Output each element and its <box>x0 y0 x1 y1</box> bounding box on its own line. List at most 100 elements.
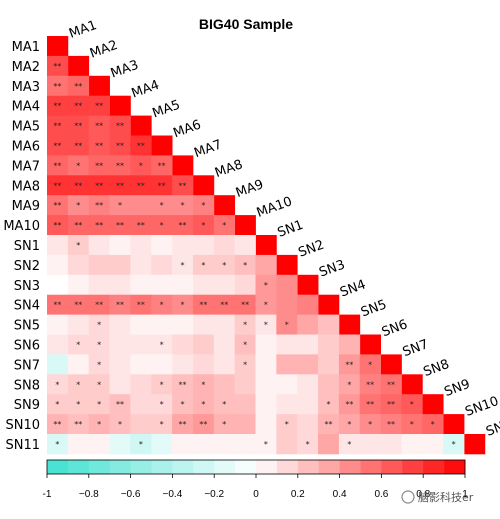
significance-mark: * <box>181 261 185 270</box>
heatmap-cell <box>213 374 236 395</box>
row-label: SN2 <box>14 259 40 274</box>
colorbar-segment <box>444 460 466 474</box>
significance-mark: ** <box>179 181 187 190</box>
heatmap-cell-diagonal <box>297 274 319 296</box>
colorbar-tick-label: 0.6 <box>374 489 388 500</box>
row-labels: MA1 MA2 MA3 MA4 MA5 MA6 MA7 MA8 MA9 MA10 SN1 SN2 SN3… <box>3 40 40 453</box>
heatmap-cell <box>380 414 402 435</box>
colorbar-segment <box>235 460 257 474</box>
heatmap-cell <box>47 95 69 116</box>
heatmap-cell <box>401 414 423 435</box>
heatmap-cell <box>88 215 110 236</box>
heatmap-cell <box>130 155 152 176</box>
heatmap-cell <box>338 354 361 375</box>
row-label: SN6 <box>14 338 40 353</box>
heatmap-cell <box>109 414 131 435</box>
significance-mark: * <box>160 400 164 409</box>
significance-mark: * <box>55 400 59 409</box>
significance-mark: ** <box>53 82 61 91</box>
heatmap-cell <box>276 374 298 395</box>
heatmap-cell <box>67 195 90 216</box>
diagonal-label: MA5 <box>150 98 182 122</box>
significance-mark: * <box>139 161 143 170</box>
heatmap-cell <box>255 354 277 375</box>
row-label: SN10 <box>5 418 40 433</box>
heatmap-cell <box>151 235 173 256</box>
row-label: MA7 <box>12 159 40 174</box>
heatmap-cell <box>67 155 90 176</box>
heatmap-cell <box>255 274 277 296</box>
watermark: 脑影科技er <box>401 490 474 504</box>
heatmap-cell <box>47 274 69 296</box>
significance-mark: * <box>285 321 289 330</box>
heatmap-cell <box>88 414 110 435</box>
row-label: MA6 <box>12 139 40 154</box>
colorbar-segment <box>318 460 340 474</box>
heatmap-cell <box>338 394 361 415</box>
heatmap-cell <box>234 254 256 276</box>
significance-mark: * <box>222 261 226 270</box>
significance-mark: * <box>139 440 143 449</box>
heatmap-cell <box>297 334 319 355</box>
heatmap-cell-diagonal <box>359 334 381 355</box>
diagonal-label: SN4 <box>338 277 368 300</box>
heatmap-cell <box>47 254 69 276</box>
heatmap-cell <box>67 95 90 116</box>
heatmap-cell <box>318 414 340 435</box>
heatmap-cell <box>130 175 152 196</box>
colorbar-segment <box>47 460 69 474</box>
significance-mark: ** <box>366 380 374 389</box>
significance-mark: ** <box>116 141 124 150</box>
significance-mark: ** <box>345 360 353 369</box>
heatmap-cell-diagonal <box>380 354 402 375</box>
significance-mark: * <box>118 420 122 429</box>
colorbar-tick-label: −0.2 <box>204 489 224 500</box>
diagonal-label: SN7 <box>401 337 431 360</box>
diagonal-label: SN8 <box>422 357 452 380</box>
heatmap-cell <box>88 254 110 276</box>
significance-mark: ** <box>74 82 82 91</box>
heatmap-cell <box>338 374 361 395</box>
heatmap-cell <box>151 294 173 315</box>
significance-mark: ** <box>53 102 61 111</box>
significance-mark: * <box>347 420 351 429</box>
heatmap-cell <box>213 274 236 296</box>
heatmap-cell <box>192 215 215 236</box>
significance-mark: ** <box>95 102 103 111</box>
heatmap-cell <box>276 294 298 315</box>
significance-mark: ** <box>95 122 103 131</box>
heatmap-cell <box>276 314 298 335</box>
heatmap-cell <box>318 314 340 335</box>
diagonal-label: MA6 <box>171 117 203 141</box>
heatmap-cell <box>67 75 90 97</box>
heatmap-cell <box>255 334 277 355</box>
heatmap-cell <box>172 354 194 375</box>
significance-mark: * <box>76 340 80 349</box>
heatmap-cell <box>88 354 110 375</box>
heatmap-cell <box>151 434 173 455</box>
heatmap-cell <box>172 195 194 216</box>
row-label: MA9 <box>12 199 40 214</box>
chart-title: BIG40 Sample <box>199 16 293 32</box>
heatmap-cell <box>67 235 90 256</box>
significance-mark: ** <box>95 181 103 190</box>
colorbar-segment <box>360 460 382 474</box>
heatmap-cell <box>172 414 194 435</box>
heatmap-cell <box>276 354 298 375</box>
heatmap-cell <box>192 254 215 276</box>
diagonal-label: MA10 <box>255 194 295 221</box>
heatmap-cell <box>318 394 340 415</box>
heatmap-cell-diagonal <box>213 195 236 216</box>
heatmap-cell <box>213 434 236 455</box>
heatmap-cell <box>47 215 69 236</box>
heatmap-cell <box>318 434 340 455</box>
heatmap-cell <box>109 195 131 216</box>
heatmap-cell <box>88 155 110 176</box>
diagonal-label: SN9 <box>442 377 472 400</box>
heatmap-cell <box>172 314 194 335</box>
heatmap-cell <box>130 374 152 395</box>
significance-mark: * <box>410 400 414 409</box>
heatmap-cell <box>172 434 194 455</box>
significance-mark: * <box>97 420 101 429</box>
heatmap-cell <box>276 434 298 455</box>
